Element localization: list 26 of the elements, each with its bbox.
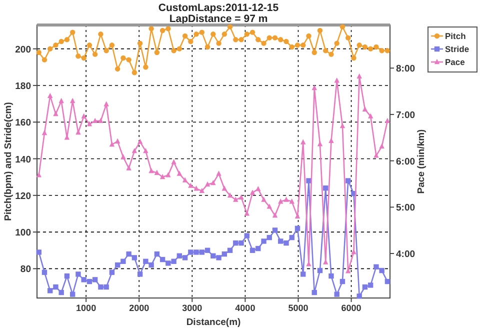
y-tick-label: 200 <box>15 44 31 56</box>
x-tick-label: 1000 <box>76 303 96 313</box>
y2-tick-label: 8:00 <box>396 64 416 75</box>
y-tick-label: 140 <box>15 154 31 166</box>
y-tick-label: 80 <box>20 264 31 276</box>
x-tick-label: 2000 <box>129 303 150 313</box>
x-tick-label: 6000 <box>341 303 362 313</box>
chart-title: CustomLaps:2011-12-15 <box>158 2 279 14</box>
x-tick-label: 3000 <box>182 303 202 313</box>
legend-label: Pitch <box>445 31 466 41</box>
y-tick-label: 100 <box>15 228 31 239</box>
y2-axis-title: Pace (min/km) <box>416 129 427 194</box>
y-tick-label: 160 <box>15 118 31 129</box>
legend-label: Pace <box>445 57 466 67</box>
x-tick-label: 5000 <box>288 303 308 313</box>
x-axis-title: Distance(m) <box>186 317 241 328</box>
legend-label: Stride <box>445 44 470 54</box>
y2-tick-label: 7:00 <box>396 110 416 121</box>
y2-tick-label: 6:00 <box>396 156 416 168</box>
chart-subtitle: LapDistance = 97 m <box>169 13 268 25</box>
y-axis-title: Pitch(bpm) and Stride(cm) <box>3 102 14 221</box>
y2-tick-label: 4:00 <box>396 249 416 260</box>
y-tick-label: 120 <box>15 190 31 202</box>
y2-tick-label: 5:00 <box>396 202 416 214</box>
y-tick-label: 180 <box>15 80 31 92</box>
x-tick-label: 4000 <box>235 303 256 313</box>
